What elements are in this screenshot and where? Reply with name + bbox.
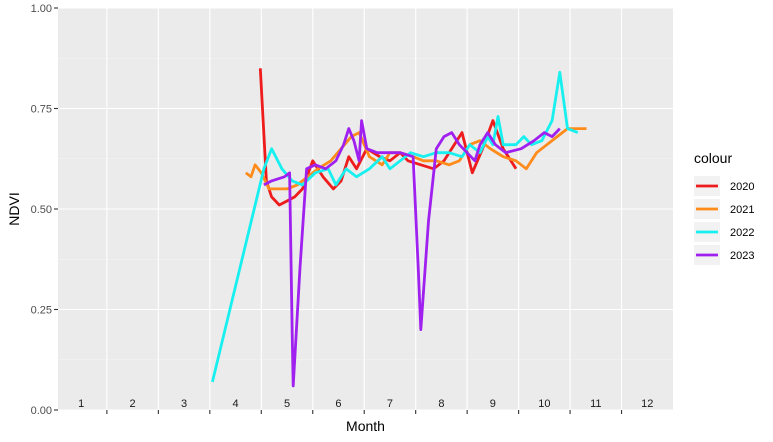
x-tick-label: 12: [641, 398, 653, 410]
legend-title: colour: [694, 150, 732, 166]
y-axis-title: NDVI: [6, 192, 22, 225]
y-tick-label: 0.00: [31, 405, 52, 417]
legend-label-2022: 2022: [730, 227, 754, 239]
legend-label-2020: 2020: [730, 181, 754, 193]
y-tick-label: 0.75: [31, 104, 52, 116]
series-line-2023: [263, 119, 561, 388]
x-tick-label: 7: [387, 398, 393, 410]
x-tick-label: 1: [78, 398, 84, 410]
x-tick-label: 11: [590, 398, 601, 410]
y-axis: 0.00 0.25 0.50 0.75 1.00: [31, 3, 58, 417]
x-tick-label: 3: [181, 398, 187, 410]
legend-label-2021: 2021: [730, 204, 754, 216]
x-tick-label: 2: [130, 398, 136, 410]
y-tick-label: 0.50: [31, 204, 52, 216]
x-tick-label: 9: [490, 398, 496, 410]
legend-label-2023: 2023: [730, 250, 754, 262]
x-tick-label: 6: [335, 398, 341, 410]
series-lines: [211, 68, 587, 388]
series-line-2022: [211, 70, 579, 383]
major-gridlines: [58, 7, 673, 411]
x-axis-title: Month: [346, 418, 385, 434]
x-tick-label: 4: [232, 398, 238, 410]
y-tick-label: 1.00: [31, 3, 52, 15]
x-axis: 1 2 3 4 5 6 7 8 9 10 11 12: [78, 398, 653, 414]
x-tick-label: 10: [538, 398, 550, 410]
y-tick-label: 0.25: [31, 305, 52, 317]
x-tick-label: 8: [438, 398, 444, 410]
legend: colour 2020 2021 2022 2023: [694, 150, 754, 265]
x-tick-label: 5: [284, 398, 290, 410]
